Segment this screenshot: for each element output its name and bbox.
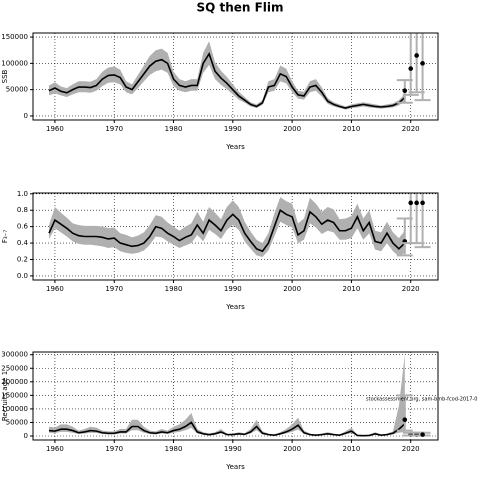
x-tick-label: 2010 — [343, 445, 361, 453]
panel: 1960 1970 1980 1990 2000 2010 2020 0 50000 100000… — [1, 32, 439, 151]
y-tick-label: 150000 — [1, 33, 28, 41]
x-tick-label: 1960 — [46, 125, 64, 133]
x-tick-label: 2020 — [402, 445, 420, 453]
y-axis-label: Recruits age 1 — [1, 371, 9, 421]
x-tick-label: 1980 — [165, 285, 183, 293]
forecast-point — [420, 200, 425, 206]
y-tick-label: 0 — [24, 432, 28, 440]
y-tick-label: 0 — [24, 112, 28, 120]
y-tick-label: 0.0 — [17, 272, 28, 280]
y-tick-label: 100000 — [1, 59, 28, 67]
plot-area — [33, 33, 438, 120]
plot-frame — [32, 32, 439, 121]
y-tick-label: 200000 — [1, 378, 28, 386]
x-tick-label: 1990 — [224, 125, 242, 133]
forecast-point — [420, 432, 425, 437]
x-tick-label: 1960 — [46, 285, 64, 293]
y-tick-label: 1.0 — [17, 190, 28, 198]
x-tick-label: 1960 — [46, 445, 64, 453]
x-tick-label: 2020 — [402, 125, 420, 133]
x-tick-label: 2010 — [343, 285, 361, 293]
y-axis-label: F₃₋₇ — [1, 230, 9, 244]
forecast-point — [408, 200, 414, 206]
x-axis-label: Years — [225, 303, 245, 311]
forecast-point — [420, 61, 425, 66]
y-axis-label: SSB — [1, 69, 9, 83]
forecast-point — [414, 200, 419, 206]
x-tick-label: 1980 — [165, 125, 183, 133]
panel: 1960 1970 1980 1990 2000 2010 2020 0 50000 100000… — [1, 351, 477, 471]
y-tick-label: 100000 — [1, 405, 28, 413]
x-tick-label: 2000 — [283, 445, 301, 453]
plot-frame — [32, 192, 439, 281]
x-axis-label: Years — [225, 463, 245, 471]
x-tick-label: 2020 — [402, 285, 420, 293]
y-tick-label: 250000 — [1, 364, 28, 372]
forecast-point — [414, 53, 419, 58]
plot-area — [33, 193, 438, 280]
x-tick-label: 1980 — [165, 445, 183, 453]
plot-area — [33, 352, 438, 440]
plot-frame — [32, 351, 439, 441]
estimate-line — [48, 421, 406, 437]
x-tick-label: 2000 — [283, 285, 301, 293]
x-tick-label: 1990 — [224, 445, 242, 453]
confidence-band — [49, 41, 405, 110]
forecast-point — [408, 66, 414, 71]
y-tick-label: 0.6 — [17, 223, 29, 231]
y-tick-label: 0.2 — [17, 255, 28, 263]
chart-title: SQ then Flim — [196, 1, 283, 15]
y-tick-label: 0.8 — [17, 206, 28, 214]
y-tick-label: 50000 — [6, 86, 28, 94]
estimate-line — [48, 208, 406, 253]
y-tick-label: 50000 — [6, 418, 28, 426]
panel: 1960 1970 1980 1990 2000 2010 2020 0.0 0.2 0.4 0.6… — [1, 190, 439, 311]
x-axis-label: Years — [225, 143, 245, 151]
x-tick-label: 1970 — [105, 125, 123, 133]
annotation: stockassessment.org, sam-bmb-fcod-2017-0 — [366, 397, 477, 403]
forecast-point — [402, 88, 408, 94]
estimate-line — [48, 52, 406, 109]
forecast-point — [402, 417, 408, 423]
y-tick-label: 300000 — [1, 351, 28, 359]
confidence-band — [49, 197, 405, 258]
x-tick-label: 1970 — [105, 285, 123, 293]
x-tick-label: 1990 — [224, 285, 242, 293]
x-tick-label: 2000 — [283, 125, 301, 133]
y-tick-label: 150000 — [1, 391, 28, 399]
y-tick-label: 0.4 — [17, 239, 29, 247]
x-tick-label: 2010 — [343, 125, 361, 133]
x-tick-label: 1970 — [105, 445, 123, 453]
